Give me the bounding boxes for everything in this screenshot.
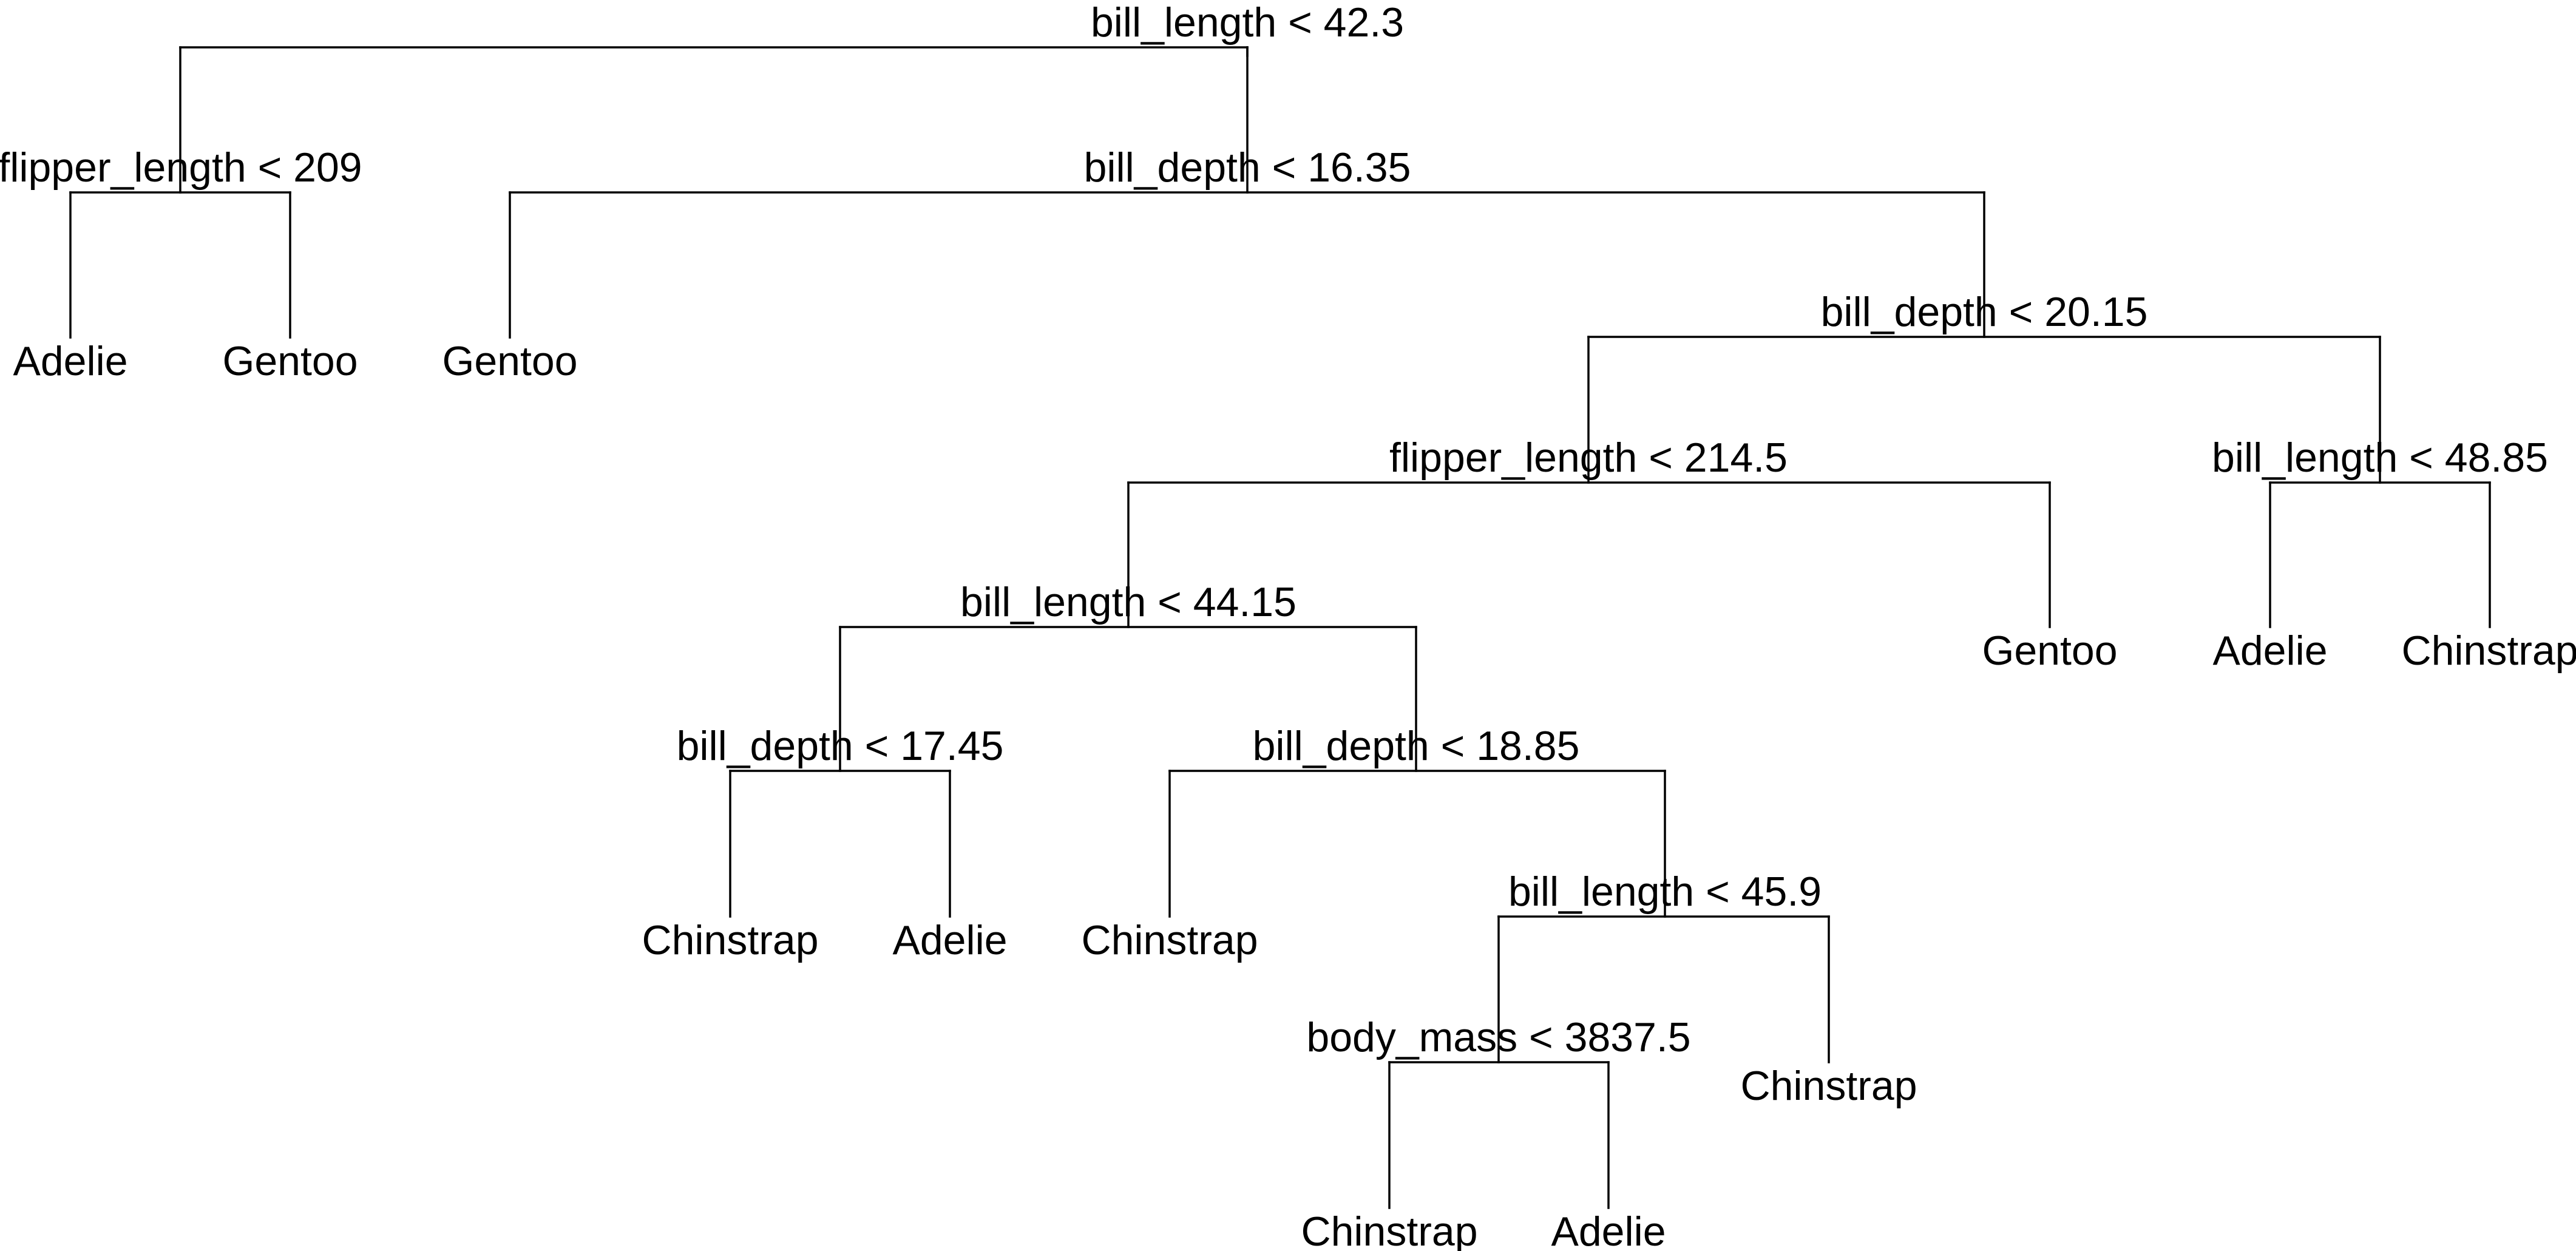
split-label-n1: bill_length < 42.3 [1091,0,1404,46]
split-label-n7: bill_depth < 20.15 [1821,289,2148,335]
split-label-n15: bill_length < 45.9 [1508,869,1822,915]
split-label-n21: bill_length < 48.85 [2212,435,2548,481]
leaf-label-n11: Chinstrap [642,917,818,963]
split-label-n13: bill_depth < 18.85 [1253,723,1580,769]
split-label-n2: flipper_length < 209 [0,144,362,191]
leaf-label-n12: Adelie [892,917,1007,963]
split-label-n10: bill_depth < 17.45 [677,723,1004,769]
split-label-n16: body_mass < 3837.5 [1306,1014,1690,1060]
leaf-label-n23: Chinstrap [2401,628,2576,674]
split-label-n9: bill_length < 44.15 [960,579,1296,625]
leaf-label-n4: Gentoo [222,338,358,384]
split-label-n8: flipper_length < 214.5 [1389,435,1788,481]
leaf-label-n3: Adelie [13,338,127,384]
leaf-label-n6: Gentoo [442,338,577,384]
leaf-label-n14: Chinstrap [1081,917,1258,963]
leaf-label-n22: Adelie [2212,628,2327,674]
leaf-label-n17: Chinstrap [1301,1209,1477,1251]
split-label-n5: bill_depth < 16.35 [1084,144,1411,191]
leaf-label-n20: Gentoo [1982,628,2117,674]
leaf-label-n18: Adelie [1551,1209,1666,1251]
tree-edges [69,46,2491,1209]
leaf-label-n19: Chinstrap [1740,1063,1917,1109]
